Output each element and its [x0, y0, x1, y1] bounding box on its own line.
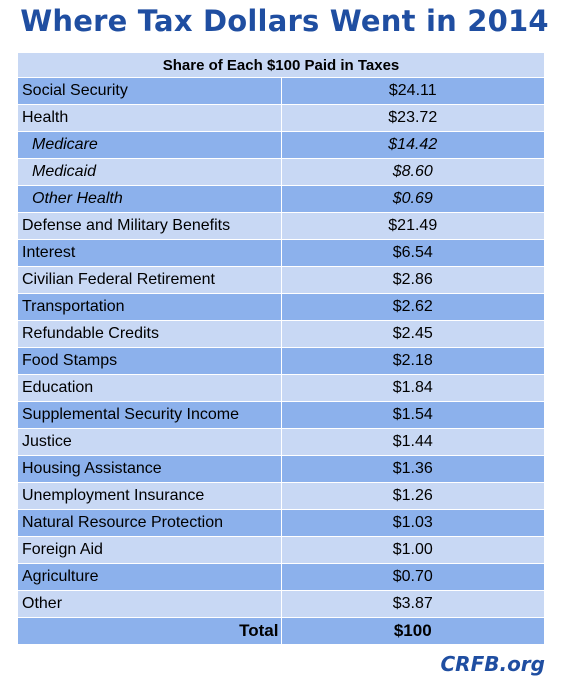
category-label: Refundable Credits: [17, 320, 282, 348]
total-row: Total $100: [17, 617, 545, 645]
table-header-row: Share of Each $100 Paid in Taxes: [17, 52, 545, 78]
amount-value: $2.18: [280, 347, 545, 375]
table-row: Health $23.72: [17, 104, 545, 132]
category-label: Justice: [17, 428, 282, 456]
amount-value: $1.03: [280, 509, 545, 537]
amount-value: $14.42: [280, 131, 545, 159]
table-row: Medicaid $8.60: [17, 158, 545, 186]
table-row: Agriculture $0.70: [17, 563, 545, 591]
category-label: Health: [17, 104, 282, 132]
source-credit: CRFB.org: [440, 652, 545, 676]
table-row: Supplemental Security Income $1.54: [17, 401, 545, 429]
amount-value: $0.69: [280, 185, 545, 213]
amount-value: $2.62: [280, 293, 545, 321]
category-label: Agriculture: [17, 563, 282, 591]
table-row: Civilian Federal Retirement $2.86: [17, 266, 545, 294]
category-label: Interest: [17, 239, 282, 267]
amount-value: $8.60: [280, 158, 545, 186]
table-row: Housing Assistance $1.36: [17, 455, 545, 483]
category-label: Other: [17, 590, 282, 618]
category-label: Education: [17, 374, 282, 402]
table-row: Education $1.84: [17, 374, 545, 402]
table-row: Interest $6.54: [17, 239, 545, 267]
table-row: Other $3.87: [17, 590, 545, 618]
amount-value: $3.87: [280, 590, 545, 618]
amount-value: $1.84: [280, 374, 545, 402]
table-row: Refundable Credits $2.45: [17, 320, 545, 348]
category-label: Transportation: [17, 293, 282, 321]
amount-value: $1.44: [280, 428, 545, 456]
amount-value: $6.54: [280, 239, 545, 267]
category-label: Food Stamps: [17, 347, 282, 375]
total-value: $100: [280, 617, 545, 645]
table-row: Medicare $14.42: [17, 131, 545, 159]
amount-value: $1.00: [280, 536, 545, 564]
category-label: Defense and Military Benefits: [17, 212, 282, 240]
sub-category-label: Medicaid: [17, 158, 282, 186]
table-row: Other Health $0.69: [17, 185, 545, 213]
sub-category-label: Medicare: [17, 131, 282, 159]
table-row: Natural Resource Protection $1.03: [17, 509, 545, 537]
sub-category-label: Other Health: [17, 185, 282, 213]
table-row: Food Stamps $2.18: [17, 347, 545, 375]
amount-value: $23.72: [280, 104, 545, 132]
category-label: Foreign Aid: [17, 536, 282, 564]
amount-value: $2.45: [280, 320, 545, 348]
table-row: Defense and Military Benefits $21.49: [17, 212, 545, 240]
amount-value: $21.49: [280, 212, 545, 240]
category-label: Unemployment Insurance: [17, 482, 282, 510]
category-label: Housing Assistance: [17, 455, 282, 483]
tax-share-table: Share of Each $100 Paid in Taxes Social …: [17, 52, 545, 645]
amount-value: $2.86: [280, 266, 545, 294]
table-row: Transportation $2.62: [17, 293, 545, 321]
amount-value: $0.70: [280, 563, 545, 591]
table-header: Share of Each $100 Paid in Taxes: [17, 52, 545, 78]
category-label: Natural Resource Protection: [17, 509, 282, 537]
total-label: Total: [17, 617, 282, 645]
category-label: Civilian Federal Retirement: [17, 266, 282, 294]
page-title: Where Tax Dollars Went in 2014: [20, 4, 549, 38]
amount-value: $24.11: [280, 77, 545, 105]
amount-value: $1.36: [280, 455, 545, 483]
category-label: Social Security: [17, 77, 282, 105]
category-label: Supplemental Security Income: [17, 401, 282, 429]
table-row: Foreign Aid $1.00: [17, 536, 545, 564]
table-row: Social Security $24.11: [17, 77, 545, 105]
table-row: Unemployment Insurance $1.26: [17, 482, 545, 510]
table-row: Justice $1.44: [17, 428, 545, 456]
tax-share-table-container: Share of Each $100 Paid in Taxes Social …: [16, 51, 546, 646]
amount-value: $1.26: [280, 482, 545, 510]
amount-value: $1.54: [280, 401, 545, 429]
